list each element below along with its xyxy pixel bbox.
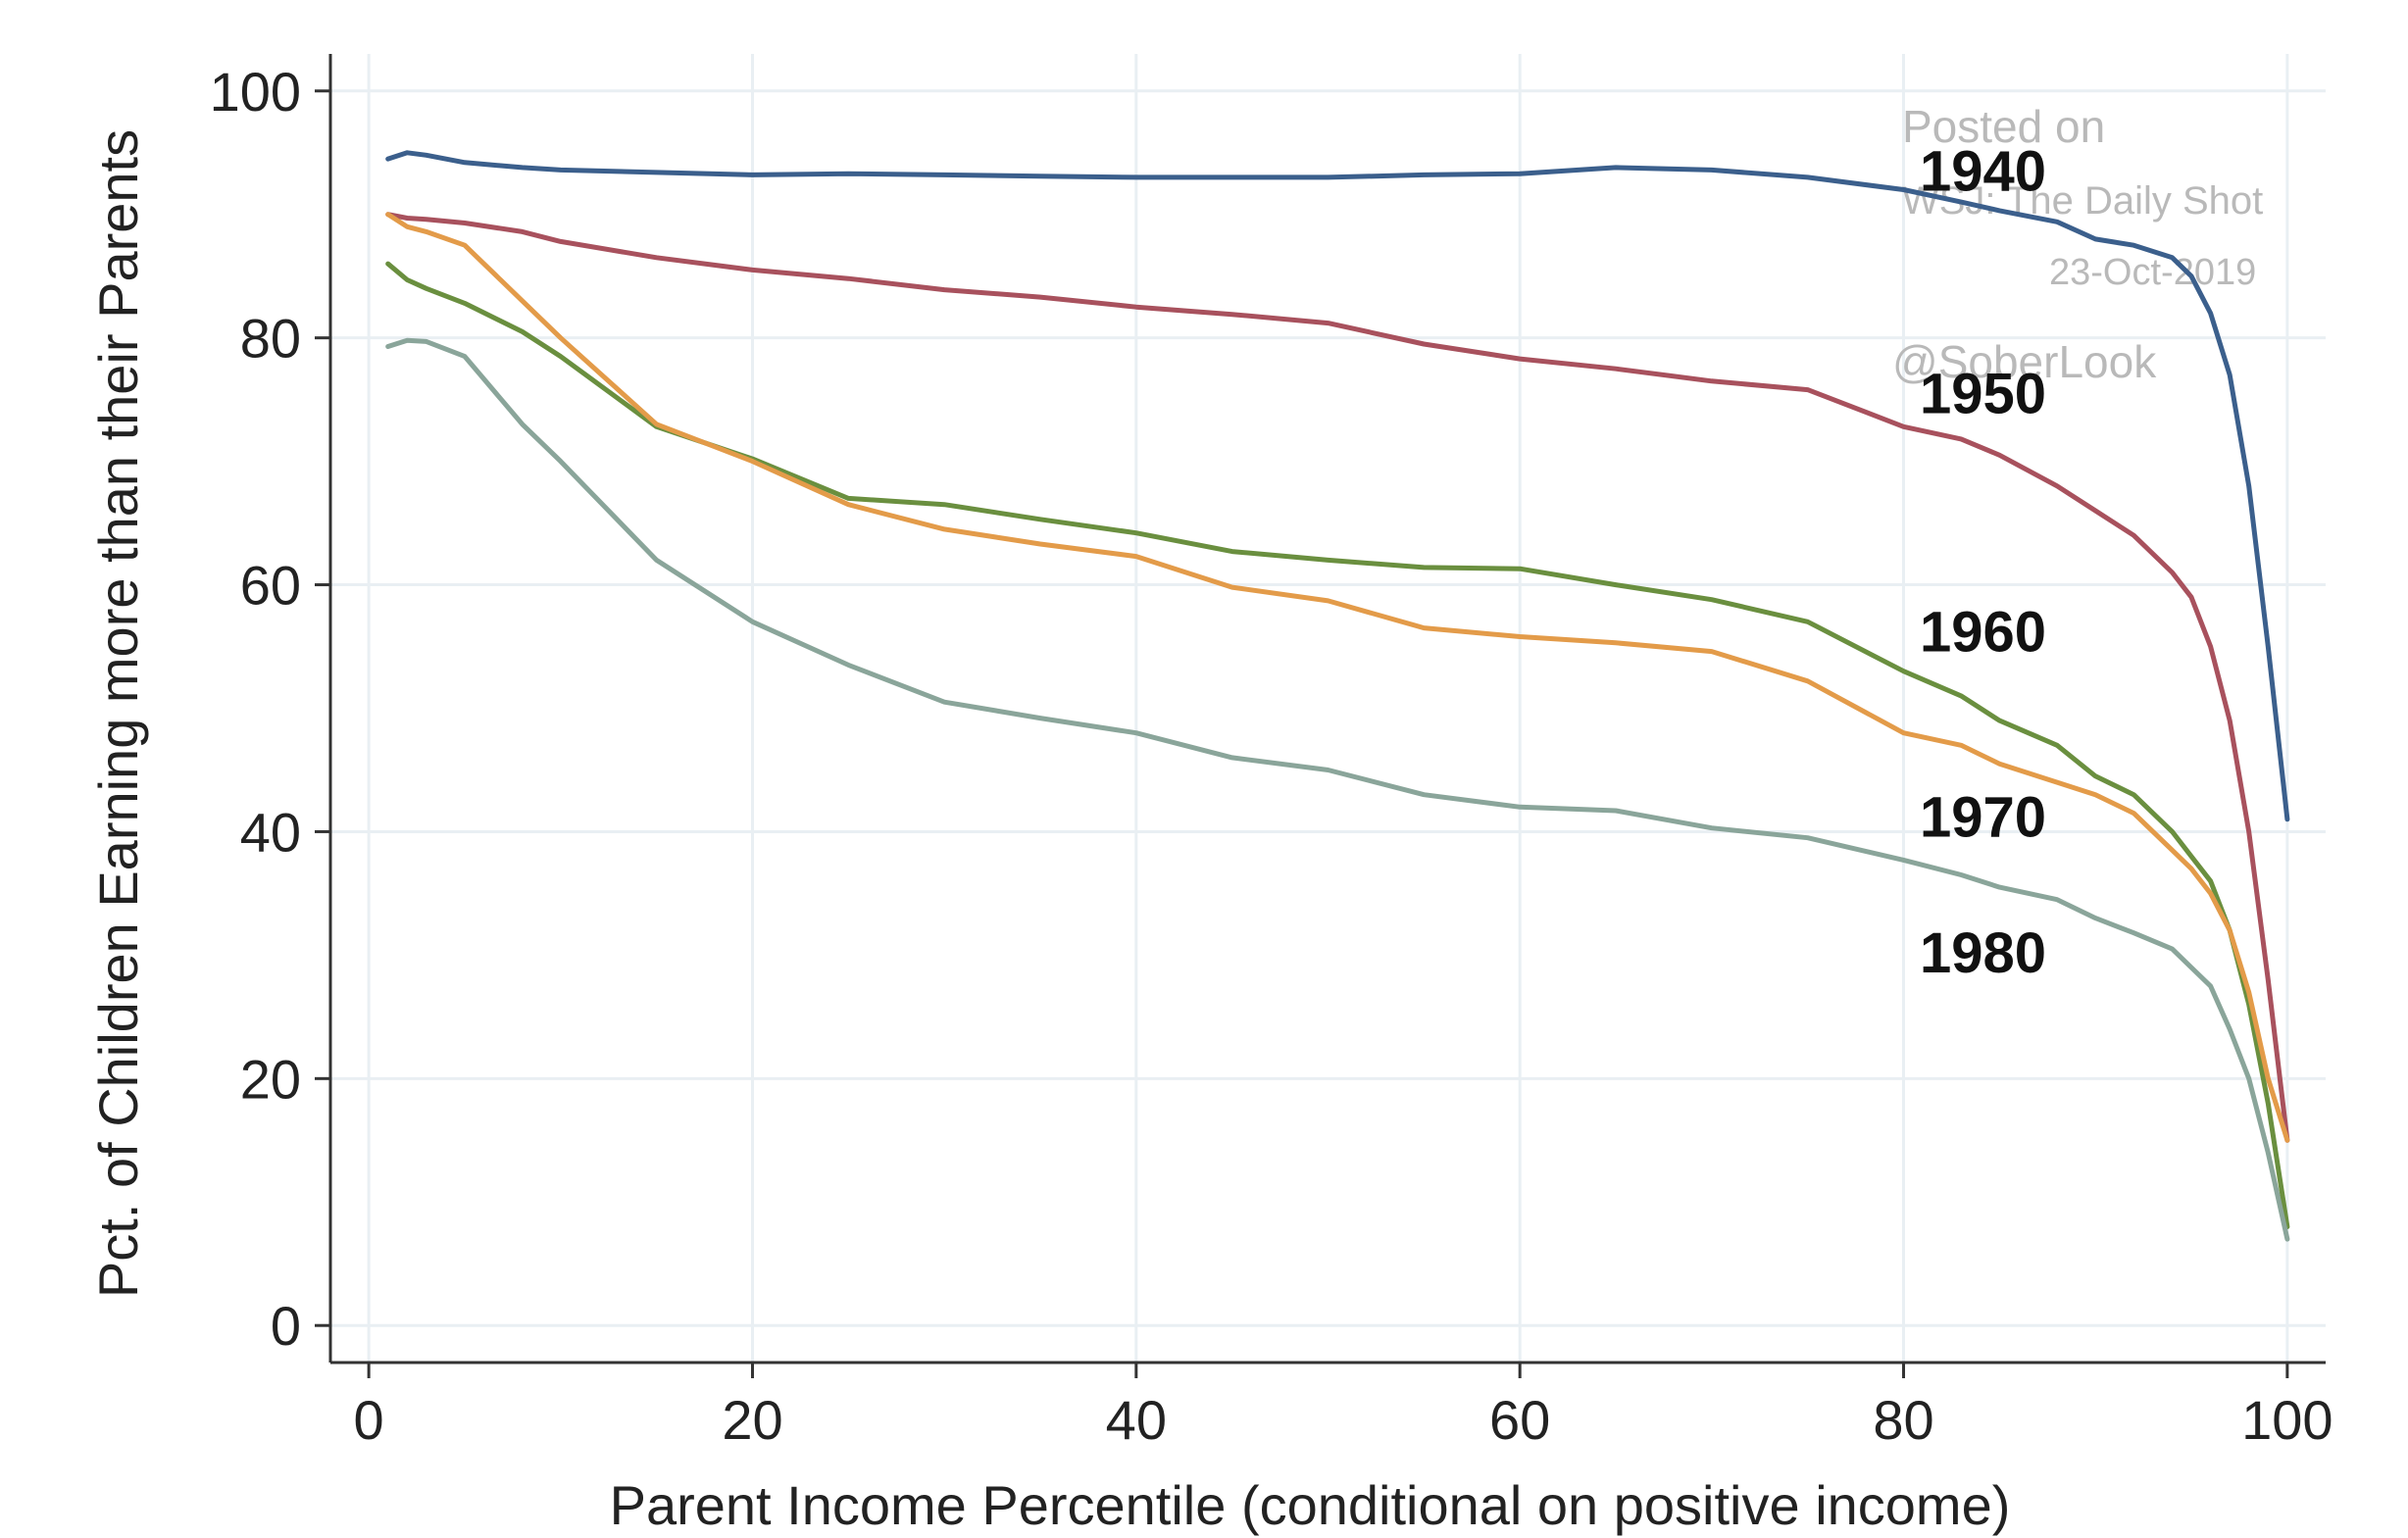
series-lines [385,150,2290,1242]
y-tick-label-20: 20 [240,1048,301,1110]
series-label-1950: 1950 [1920,362,2046,425]
x-tick-label-80: 80 [1873,1389,1933,1451]
watermark-posted-on: Posted on [1902,101,2105,152]
x-tick-label-40: 40 [1106,1389,1167,1451]
watermark: Posted on WSJ: The Daily Shot 23-Oct-201… [1892,101,2263,387]
watermark-date: 23-Oct-2019 [2049,252,2256,293]
y-tick-label-40: 40 [240,801,301,863]
y-axis-title: Pct. of Children Earning more than their… [87,129,149,1298]
series-line-1970 [385,212,2290,1143]
series-label-1960: 1960 [1920,600,2046,664]
series-labels: 1940 1950 1960 1970 1980 [1920,140,2046,985]
series-label-1940: 1940 [1920,140,2046,204]
x-axis-title: Parent Income Percentile (conditional on… [610,1474,2011,1536]
series-line-1950 [385,212,2290,1143]
x-tick-label-0: 0 [354,1389,384,1451]
axes [328,54,2326,1364]
y-tick-label-100: 100 [210,61,301,123]
series-line-1980 [385,337,2290,1242]
gridlines [330,54,2326,1363]
series-line-1940 [385,150,2290,822]
x-tick-label-20: 20 [722,1389,782,1451]
series-line-1960 [385,261,2290,1229]
y-tick-label-60: 60 [240,555,301,617]
series-label-1970: 1970 [1920,785,2046,849]
axis-ticks: 0 20 40 60 80 100 0 20 40 60 80 100 [210,61,2333,1451]
x-tick-label-60: 60 [1489,1389,1550,1451]
y-tick-label-0: 0 [271,1295,301,1357]
watermark-handle: @SoberLook [1892,336,2157,387]
x-tick-label-100: 100 [2241,1389,2333,1451]
series-label-1980: 1980 [1920,921,2046,985]
y-tick-label-80: 80 [240,308,301,370]
